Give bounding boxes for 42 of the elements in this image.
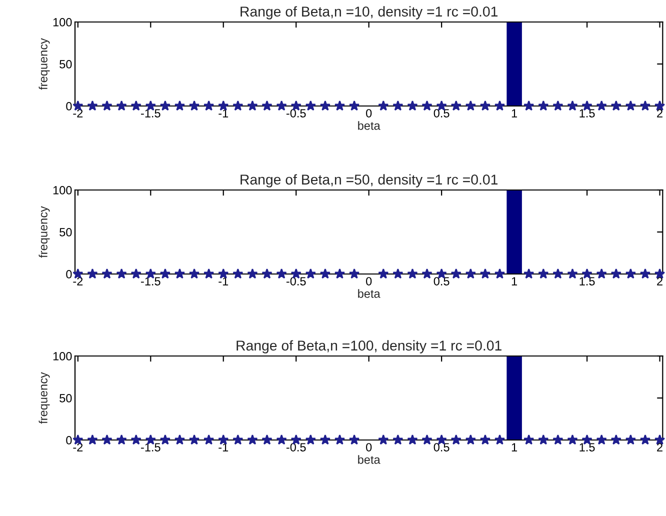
chart-title: Range of Beta,n =50, density =1 rc =0.01 xyxy=(240,174,498,188)
x-axis-title: beta xyxy=(358,455,380,464)
chart-title: Range of Beta,n =100, density =1 rc =0.01 xyxy=(236,340,502,354)
y-tick-label: 100 xyxy=(53,18,72,26)
chart-title: Range of Beta,n =10, density =1 rc =0.01 xyxy=(240,6,498,20)
y-tick-label: 50 xyxy=(60,60,72,68)
x-tick-label: 2 xyxy=(657,443,662,452)
x-tick-label: -1.5 xyxy=(140,109,160,118)
x-tick-label: 1 xyxy=(512,443,518,452)
x-tick-label: 0.5 xyxy=(434,277,450,286)
y-axis-title: frequency xyxy=(38,206,50,258)
x-tick-label: 0.5 xyxy=(434,109,450,118)
x-tick-label: 1 xyxy=(512,277,518,286)
x-tick-label: 0 xyxy=(366,109,372,118)
x-tick-label: 0 xyxy=(366,443,372,452)
x-tick-label: 2 xyxy=(657,109,662,118)
x-tick-label: -0.5 xyxy=(286,443,306,452)
y-axis-title: frequency xyxy=(38,38,50,90)
y-tick-label: 50 xyxy=(60,394,72,402)
y-tick-label: 0 xyxy=(66,436,72,444)
x-tick-label: -1 xyxy=(218,109,228,118)
x-axis-title: beta xyxy=(358,289,380,298)
x-tick-label: 1.5 xyxy=(580,109,595,118)
x-tick-label: 2 xyxy=(657,277,662,286)
x-tick-label: 1 xyxy=(512,109,518,118)
x-tick-label: -1.5 xyxy=(140,277,160,286)
y-tick-label: 0 xyxy=(66,102,72,110)
x-tick-label: 0.5 xyxy=(434,443,450,452)
x-axis-title: beta xyxy=(358,121,380,130)
x-tick-label: 1.5 xyxy=(580,443,595,452)
x-tick-label: -1 xyxy=(218,443,228,452)
x-tick-label: 0 xyxy=(366,277,372,286)
x-tick-label: 1.5 xyxy=(580,277,595,286)
x-tick-label: -1 xyxy=(218,277,228,286)
y-axis-title: frequency xyxy=(38,372,50,424)
x-tick-label: -0.5 xyxy=(286,109,306,118)
x-tick-label: -1.5 xyxy=(140,443,160,452)
y-tick-label: 50 xyxy=(60,228,72,236)
x-tick-label: -0.5 xyxy=(286,277,306,286)
y-tick-label: 0 xyxy=(66,270,72,278)
y-tick-label: 100 xyxy=(53,186,72,194)
y-tick-label: 100 xyxy=(53,352,72,360)
